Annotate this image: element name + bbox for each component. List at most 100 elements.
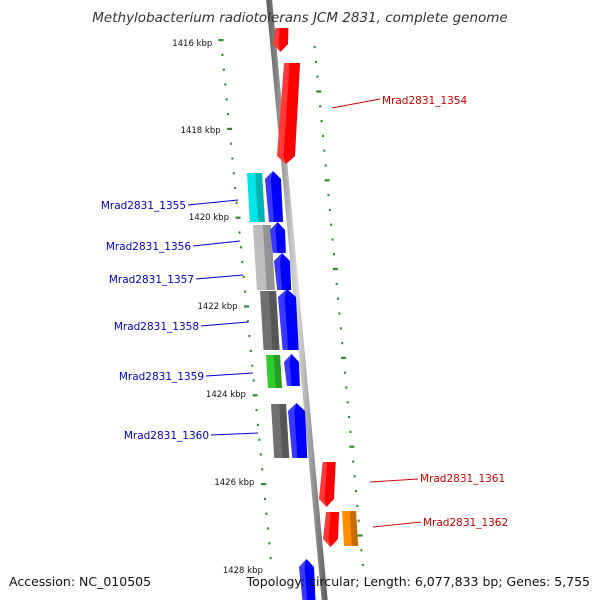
inner-tick-mark xyxy=(232,172,235,175)
inner-tick-mark xyxy=(246,320,249,323)
reverse-gene-arrow xyxy=(273,28,289,52)
inner-tick-mark xyxy=(241,261,244,264)
inner-tick-mark xyxy=(266,527,269,530)
forward-gene-arrow-highlight xyxy=(270,222,278,253)
outer-tick-mark xyxy=(354,490,357,493)
forward-gene-arrow-highlight xyxy=(284,354,292,386)
outer-tick-mark xyxy=(353,475,356,478)
forward-gene-arrow xyxy=(270,222,286,253)
gene-label[interactable]: Mrad2831_1357 xyxy=(109,274,194,286)
gene-leader-line xyxy=(195,274,244,280)
cog-block-cyan-shade xyxy=(255,173,265,222)
inner-tick-mark xyxy=(248,335,251,338)
inner-tick-mark xyxy=(224,83,227,86)
inner-tick-mark xyxy=(251,364,254,367)
gene-label[interactable]: Mrad2831_1360 xyxy=(124,430,209,442)
outer-tick-mark xyxy=(319,105,322,108)
forward-gene-arrow xyxy=(284,354,300,386)
reverse-gene-arrow-highlight xyxy=(323,512,331,547)
cog-block-darkgray-shade xyxy=(279,404,290,458)
forward-gene-arrow xyxy=(299,559,316,600)
outer-tick-mark xyxy=(341,342,344,345)
outer-tick-mark xyxy=(324,179,330,182)
inner-tick-mark xyxy=(255,409,258,412)
inner-tick-mark xyxy=(268,542,271,545)
outer-tick-mark xyxy=(357,534,363,537)
scale-label: 1428 kbp xyxy=(223,566,263,576)
gene-leader-line xyxy=(187,199,239,206)
reverse-gene-arrow-highlight xyxy=(319,462,328,507)
outer-tick-mark xyxy=(348,416,351,419)
outer-tick-mark xyxy=(343,371,346,374)
gene-label[interactable]: Mrad2831_1354 xyxy=(382,95,467,107)
inner-tick-mark xyxy=(249,349,252,352)
scale-label: 1424 kbp xyxy=(206,390,246,400)
reverse-gene-arrow xyxy=(319,462,336,507)
inner-tick-mark xyxy=(252,379,255,382)
scale-label: 1416 kbp xyxy=(172,39,212,49)
scale-label: 1422 kbp xyxy=(197,302,237,312)
forward-gene-arrow-highlight xyxy=(288,403,298,458)
scale-label: 1418 kbp xyxy=(181,126,221,136)
gene-leader-line xyxy=(210,432,259,436)
gene-label[interactable]: Mrad2831_1361 xyxy=(420,473,505,485)
outer-tick-mark xyxy=(345,386,348,389)
inner-tick-mark xyxy=(244,290,247,293)
outer-tick-mark xyxy=(360,549,363,552)
outer-tick-mark xyxy=(330,223,333,226)
outer-tick-mark xyxy=(349,430,352,433)
outer-tick-mark xyxy=(361,564,364,567)
inner-tick-mark xyxy=(222,68,225,71)
inner-tick-mark xyxy=(225,98,228,101)
outer-tick-mark xyxy=(338,312,341,315)
outer-tick-mark xyxy=(332,253,335,256)
outer-tick-mark xyxy=(332,268,338,271)
inner-tick-mark xyxy=(269,557,272,560)
cog-block-orange-shade xyxy=(349,511,359,546)
scale-label: 1420 kbp xyxy=(189,213,229,223)
accession-text: Accession: NC_010505 xyxy=(9,574,152,589)
gene-leader-line xyxy=(369,478,419,483)
gene-leader-line xyxy=(192,240,241,247)
outer-tick-mark xyxy=(315,60,318,63)
outer-tick-mark xyxy=(349,445,355,448)
forward-gene-arrow-highlight xyxy=(274,253,283,290)
outer-tick-mark xyxy=(316,75,319,78)
inner-tick-mark xyxy=(235,216,241,219)
gene-label[interactable]: Mrad2831_1356 xyxy=(106,241,191,253)
outer-tick-mark xyxy=(323,149,326,152)
gene-leader-line xyxy=(331,98,381,109)
gene-label[interactable]: Mrad2831_1355 xyxy=(101,200,186,212)
inner-tick-mark xyxy=(242,275,245,278)
outer-tick-mark xyxy=(321,134,324,137)
forward-gene-arrow xyxy=(288,403,308,458)
outer-tick-mark xyxy=(337,297,340,300)
outer-tick-mark xyxy=(316,90,322,93)
inner-tick-mark xyxy=(221,53,224,56)
inner-tick-mark xyxy=(235,201,238,204)
gene-leader-line xyxy=(205,372,254,377)
gene-leader-line xyxy=(372,521,422,528)
scale-label: 1426 kbp xyxy=(214,478,254,488)
inner-tick-mark xyxy=(256,423,259,426)
topology-text: Topology: circular; Length: 6,077,833 bp… xyxy=(246,574,590,589)
forward-gene-arrow-highlight xyxy=(265,171,274,222)
gene-label[interactable]: Mrad2831_1358 xyxy=(114,321,199,333)
inner-tick-mark xyxy=(218,39,224,42)
forward-gene-arrow xyxy=(274,253,292,290)
outer-tick-mark xyxy=(346,401,349,404)
map-title: Methylobacterium radiotolerans JCM 2831,… xyxy=(92,10,508,26)
outer-tick-mark xyxy=(335,282,338,285)
reverse-gene-arrow xyxy=(277,63,301,164)
outer-tick-mark xyxy=(327,194,330,197)
gene-label[interactable]: Mrad2831_1362 xyxy=(423,517,508,529)
gene-label[interactable]: Mrad2831_1359 xyxy=(119,371,204,383)
inner-tick-mark xyxy=(227,113,230,116)
outer-tick-mark xyxy=(341,356,347,359)
inner-tick-mark xyxy=(244,305,250,308)
outer-tick-mark xyxy=(313,46,316,49)
inner-tick-mark xyxy=(261,483,267,486)
inner-tick-mark xyxy=(252,394,258,397)
cog-block-darkgray-shade xyxy=(268,291,280,350)
